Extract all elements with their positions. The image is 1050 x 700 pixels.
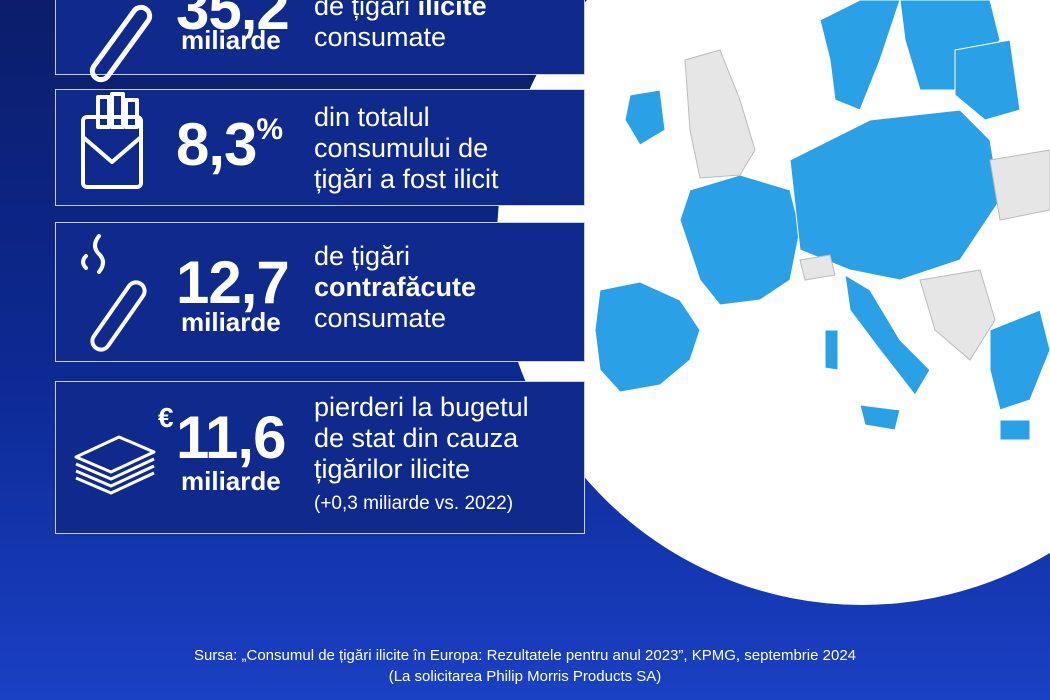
text: % bbox=[256, 113, 283, 146]
text: consumate bbox=[314, 303, 447, 333]
cigarette-icon bbox=[89, 4, 153, 83]
stat-text: de țigări ilicite consumate bbox=[314, 0, 487, 53]
note: (+0,3 miliarde vs. 2022) bbox=[314, 493, 514, 514]
stat-unit: miliarde bbox=[181, 25, 281, 55]
stat-value: 12,7 bbox=[176, 249, 290, 316]
stat-unit: miliarde bbox=[181, 466, 281, 496]
text: țigări a fost ilicit bbox=[314, 164, 499, 194]
source-note: (La solicitarea Philip Morris Products S… bbox=[388, 668, 662, 685]
text: din totalul bbox=[314, 102, 430, 132]
text: consumului de bbox=[314, 133, 489, 163]
text: 8,3 bbox=[176, 111, 257, 178]
stat-value: 11,6 bbox=[176, 404, 286, 471]
text-bold: ilicite bbox=[417, 0, 487, 21]
money-icon bbox=[74, 435, 156, 495]
stat-card: € 11,6 miliarde pierderi la bugetul de st… bbox=[55, 381, 585, 534]
source: Sursa: „Consumul de țigări ilicite în Eu… bbox=[193, 647, 856, 664]
stat-card: 8,3% din totalul consumului de țigări a fo… bbox=[55, 89, 585, 206]
stat-card: 12,7 miliarde de țigări contrafăcute consu… bbox=[55, 222, 585, 362]
stat-text: de țigări contrafăcute consumate bbox=[314, 241, 476, 334]
stat-value: 35,2 bbox=[176, 0, 290, 42]
stat-unit: miliarde bbox=[181, 307, 281, 337]
text: țigărilor ilicite bbox=[314, 454, 471, 484]
stat-card: 35,2 miliarde de țigări ilicite consumate bbox=[55, 0, 585, 83]
text-bold: contrafăcute bbox=[314, 272, 477, 302]
text: de țigări bbox=[314, 0, 418, 21]
smoking-icon bbox=[81, 234, 147, 352]
text: consumate bbox=[314, 22, 447, 52]
stat-value: 8,3% bbox=[176, 113, 283, 175]
currency: € bbox=[158, 402, 174, 433]
pack-icon bbox=[81, 92, 143, 189]
text: de țigări bbox=[314, 241, 411, 271]
text: pierderi la bugetul bbox=[314, 392, 529, 422]
stat-text: din totalul consumului de țigări a fost il… bbox=[314, 102, 499, 195]
stat-text: pierderi la bugetul de stat din cauza țigă… bbox=[314, 392, 529, 519]
text: de stat din cauza bbox=[314, 423, 519, 453]
